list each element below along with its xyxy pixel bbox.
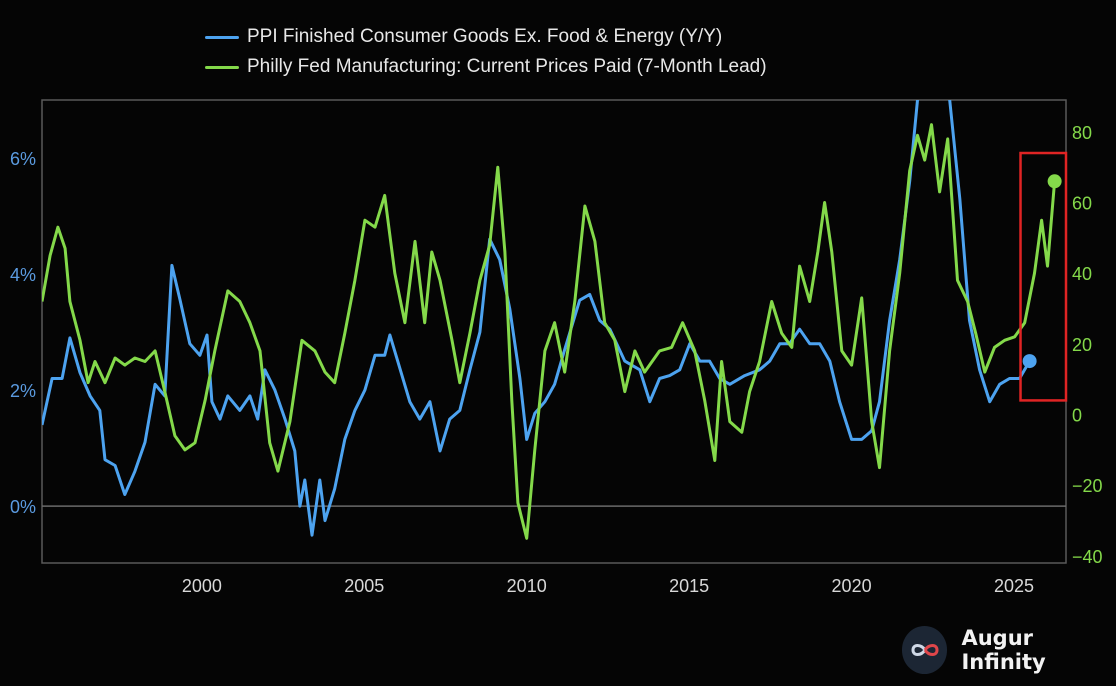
x-tick-label: 2025 [994,576,1034,596]
legend-label-philly-fed: Philly Fed Manufacturing: Current Prices… [247,56,767,77]
series-line-ppi [42,100,1031,537]
brand-name: Augur Infinity [961,626,1046,674]
y-left-tick-label: 0% [10,497,36,517]
highlight-box [1019,151,1068,402]
x-tick-label: 2020 [832,576,872,596]
brand-logo: Augur Infinity [902,626,1116,674]
x-tick-label: 2015 [669,576,709,596]
y-right-tick-label: 80 [1072,123,1092,143]
y-left-tick-label: 2% [10,381,36,401]
infinity-icon [902,626,948,674]
legend-label-ppi: PPI Finished Consumer Goods Ex. Food & E… [247,26,723,47]
y-left-tick-label: 4% [10,265,36,285]
series-line-philly-fed [42,123,1057,540]
legend-swatch-ppi [205,35,239,39]
plot-frame [41,99,1067,564]
y-left-tick-label: 6% [10,149,36,169]
legend-item-ppi: PPI Finished Consumer Goods Ex. Food & E… [205,22,767,52]
x-tick-label: 2010 [507,576,547,596]
end-marker-philly-fed [1047,174,1062,189]
x-tick-label: 2005 [344,576,384,596]
end-marker-ppi [1022,354,1037,369]
y-right-tick-label: 60 [1072,193,1092,213]
legend-item-philly-fed: Philly Fed Manufacturing: Current Prices… [205,52,767,82]
legend: PPI Finished Consumer Goods Ex. Food & E… [205,22,767,82]
y-right-tick-label: 0 [1072,406,1082,426]
y-right-tick-label: 40 [1072,264,1092,284]
y-right-tick-label: −40 [1072,547,1103,567]
y-right-tick-label: −20 [1072,476,1103,496]
y-right-tick-label: 20 [1072,335,1092,355]
legend-swatch-philly-fed [205,65,239,69]
x-tick-label: 2000 [182,576,222,596]
